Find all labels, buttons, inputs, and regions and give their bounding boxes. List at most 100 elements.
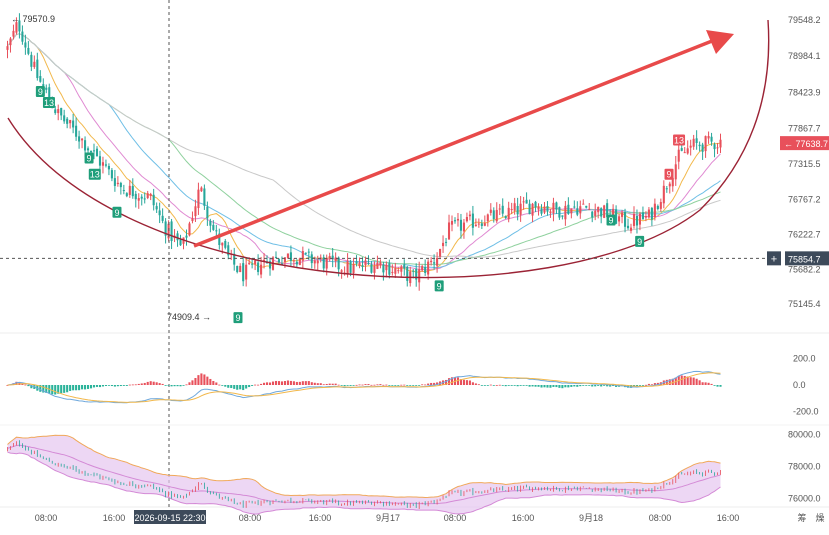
macd-histogram-bar	[600, 385, 603, 387]
macd-histogram-bar	[89, 385, 93, 389]
candle-body	[36, 59, 39, 79]
macd-histogram-bar	[597, 385, 600, 386]
candle-body	[710, 136, 713, 142]
macd-histogram-bar	[412, 385, 415, 386]
macd-histogram-bar	[534, 385, 537, 387]
candle-body	[713, 144, 716, 150]
candle-body	[322, 257, 325, 269]
candle-body	[170, 221, 173, 242]
macd-histogram-bar	[78, 385, 81, 391]
macd-histogram-bar	[352, 385, 355, 386]
candle-body	[155, 206, 158, 210]
candle-body	[128, 185, 131, 195]
macd-histogram-bar	[69, 385, 72, 391]
macd-histogram-bar	[656, 382, 659, 385]
candle-body	[606, 203, 609, 218]
macd-histogram-bar	[686, 376, 689, 385]
x-tick: 9月17	[376, 513, 400, 523]
macd-histogram-bar	[343, 385, 346, 387]
candle-body	[122, 189, 125, 191]
macd-histogram-bar	[131, 384, 134, 386]
candle-body	[564, 205, 567, 220]
candle-body	[567, 204, 570, 214]
x-tick: 08:00	[35, 513, 58, 523]
seq-label-box	[635, 235, 645, 247]
macd-histogram-bar	[477, 384, 480, 386]
candle-body	[289, 252, 292, 261]
candle-body	[69, 119, 72, 124]
macd-histogram-bar	[215, 382, 218, 385]
macd-histogram-bar	[209, 378, 212, 385]
candle-body	[531, 203, 534, 216]
current-price-text: ← 77638.7	[784, 139, 828, 149]
macd-histogram-bar	[564, 385, 567, 388]
candle-body	[75, 125, 78, 137]
crosshair-time-tag	[134, 510, 206, 524]
macd-histogram-bar	[421, 384, 424, 386]
x-tick: 08:00	[649, 513, 672, 523]
macd-histogram-bar	[206, 376, 209, 385]
macd-y-tick: 200.0	[793, 353, 816, 363]
candle-body	[459, 219, 463, 231]
macd-histogram-bar	[588, 385, 591, 386]
macd-histogram-bar	[176, 385, 179, 387]
macd-histogram-bar	[510, 385, 513, 386]
macd-histogram-bar	[6, 385, 9, 386]
candle-body	[63, 115, 66, 122]
seq-label-box	[35, 86, 45, 98]
macd-histogram-bar	[161, 383, 164, 385]
macd-histogram-bar	[450, 377, 454, 385]
candle-body	[489, 209, 492, 213]
macd-histogram-bar	[546, 385, 549, 388]
candle-body	[638, 213, 642, 225]
macd-histogram-bar	[173, 385, 176, 387]
candle-body	[453, 220, 457, 222]
candle-body	[12, 30, 15, 37]
candle-body	[260, 264, 263, 275]
macd-histogram-bar	[436, 382, 439, 385]
macd-histogram-bar	[555, 385, 558, 388]
candle-body	[576, 208, 579, 215]
candle-body	[66, 118, 69, 124]
macd-histogram-bar	[110, 385, 113, 387]
macd-histogram-bar	[263, 382, 266, 385]
candle-body	[134, 193, 137, 200]
x-tick: 08:00	[239, 513, 262, 523]
macd-histogram-bar	[230, 385, 233, 389]
macd-histogram-bar	[191, 380, 194, 385]
macd-histogram-bar	[54, 385, 57, 395]
macd-histogram-bar	[403, 384, 406, 386]
candle-body	[456, 218, 460, 221]
macd-histogram-bar	[671, 378, 674, 385]
candle-body	[104, 164, 107, 166]
macd-histogram-bar	[576, 385, 579, 387]
macd-histogram-bar	[251, 385, 254, 386]
candle-body	[54, 109, 57, 113]
candle-body	[618, 216, 621, 222]
ma-line-55	[7, 33, 721, 265]
candle-body	[686, 148, 689, 154]
seq-label-text: 9	[609, 216, 614, 226]
candle-body	[298, 258, 301, 265]
macd-histogram-bar	[218, 384, 221, 386]
macd-histogram-bar	[612, 385, 615, 386]
candle-body	[549, 211, 552, 213]
macd-histogram-bar	[45, 385, 48, 393]
candle-body	[561, 215, 564, 217]
candle-body	[626, 225, 630, 229]
candle-body	[209, 220, 212, 226]
candle-body	[668, 183, 671, 187]
seq-label-text: 13	[674, 135, 684, 145]
candle-body	[227, 245, 230, 256]
candle-body	[110, 170, 113, 179]
candle-body	[334, 257, 337, 262]
candle-body	[382, 264, 385, 273]
crosshair-plus-button[interactable]	[767, 251, 781, 266]
candle-body	[632, 213, 636, 226]
candle-body	[316, 260, 319, 264]
rounded-bottom-curve	[7, 19, 770, 279]
candle-body	[492, 210, 495, 219]
candle-body	[48, 87, 51, 100]
